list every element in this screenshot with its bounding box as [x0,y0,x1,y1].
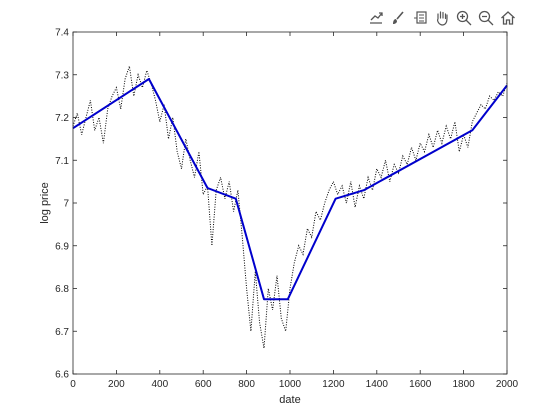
x-tick-label: 1600 [409,379,432,390]
pan-button[interactable] [432,8,452,28]
y-tick-label: 7.2 [55,113,69,124]
home-icon [501,11,515,25]
series-line-2 [72,78,508,301]
series-line-1 [72,66,508,349]
brush-icon [393,11,404,24]
y-tick-label: 7.3 [55,70,69,81]
x-tick-label: 0 [70,379,76,390]
y-tick-label: 7 [63,199,69,210]
x-tick-label: 800 [238,379,255,390]
pan-icon [437,11,448,26]
plot-area [73,32,507,374]
x-tick-label: 1000 [279,379,302,390]
x-tick-label: 2000 [496,379,519,390]
y-tick-label: 6.7 [55,327,69,338]
x-tick-label: 1200 [322,379,345,390]
export-button[interactable] [366,8,386,28]
y-tick-label: 6.8 [55,284,69,295]
export-icon [370,12,383,24]
datatip-icon [414,11,427,24]
zoom-in-button[interactable] [454,8,474,28]
x-tick-label: 400 [151,379,168,390]
x-tick-label: 1800 [452,379,475,390]
datatip-button[interactable] [410,8,430,28]
figure-toolbar [366,8,518,30]
y-axis-label: log price [39,182,51,224]
brush-button[interactable] [388,8,408,28]
x-tick-label: 1400 [366,379,389,390]
y-tick-label: 7.1 [55,156,69,167]
x-tick-label: 200 [108,379,125,390]
y-tick-label: 6.6 [55,370,69,381]
zoom-out-icon [478,10,494,26]
home-button[interactable] [498,8,518,28]
y-tick-label: 6.9 [55,241,69,252]
x-tick-label: 600 [195,379,212,390]
y-tick-label: 7.4 [55,28,69,39]
zoom-in-icon [456,10,472,26]
zoom-out-button[interactable] [476,8,496,28]
x-axis-label: date [279,394,300,406]
